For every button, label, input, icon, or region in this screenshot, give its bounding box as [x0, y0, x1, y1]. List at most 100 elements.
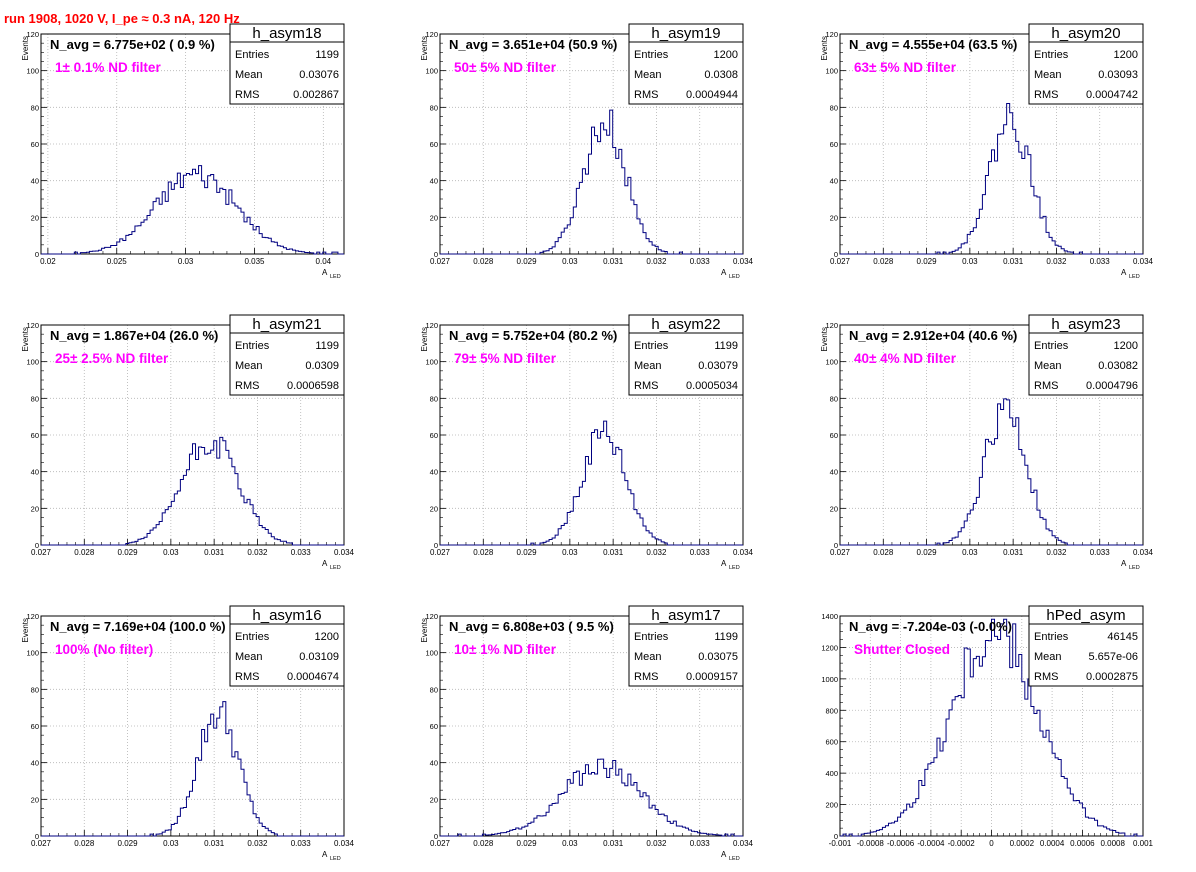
y-tick-label: 120	[26, 321, 39, 330]
y-tick-label: 100	[825, 358, 838, 367]
y-tick-label: 1200	[821, 643, 838, 652]
stats-value: 1200	[714, 49, 738, 61]
x-tick-label: 0.029	[917, 548, 938, 557]
stats-label: Mean	[634, 69, 662, 81]
histogram-panel: 0.027 0.028 0.029 0.03 0.031 0.032 0.033 0.034 0…	[21, 314, 355, 571]
navg-label: N_avg = 7.169e+04 (100.0 %)	[50, 619, 226, 634]
stats-label: Mean	[235, 360, 263, 372]
y-tick-label: 60	[430, 431, 438, 440]
y-tick-label: 60	[830, 140, 838, 149]
x-tick-label: 0.03	[163, 548, 179, 557]
stats-value: 0.0009157	[686, 671, 738, 683]
x-tick-label: 0.029	[517, 548, 538, 557]
histogram-panel: 0.02 0.025 0.03 0.035 0.04 0 20 40 60 80 100 120Eve…	[21, 23, 345, 280]
x-tick-label: 0.034	[733, 548, 754, 557]
y-tick-label: 0	[434, 541, 438, 550]
histogram-name: h_asym17	[651, 607, 720, 624]
x-tick-label: 0.027	[830, 257, 851, 266]
y-tick-label: 100	[425, 649, 438, 658]
stats-box	[628, 41, 744, 105]
stats-label: Entries	[1034, 49, 1069, 61]
y-tick-label: 100	[26, 358, 39, 367]
x-tick-label: 0.033	[690, 548, 711, 557]
stats-value: 1200	[1114, 49, 1138, 61]
y-tick-label: 60	[430, 140, 438, 149]
x-tick-label: 0.028	[473, 839, 494, 848]
y-tick-label: 60	[31, 722, 39, 731]
x-axis-title: A	[721, 850, 727, 859]
histogram-name: h_asym18	[252, 25, 321, 42]
x-axis-title: A	[1121, 559, 1127, 568]
y-tick-label: 80	[430, 394, 438, 403]
y-tick-label: 100	[825, 67, 838, 76]
histogram-panel: -0.001 -0.0008 -0.0006 -0.0004 -0.0002 0 0.000…	[821, 605, 1154, 848]
filter-annotation: 100% (No filter)	[55, 642, 153, 657]
stats-box	[628, 623, 744, 687]
x-tick-label: 0.033	[1090, 548, 1111, 557]
y-tick-label: 80	[430, 685, 438, 694]
page-title: run 1908, 1020 V, I_pe ≈ 0.3 nA, 120 Hz	[4, 11, 240, 26]
navg-label: N_avg = -7.204e-03 (-0.0%)	[849, 619, 1012, 634]
stats-label: RMS	[1034, 671, 1058, 683]
x-tick-label: 0.025	[107, 257, 128, 266]
y-tick-label: 0	[834, 832, 838, 841]
x-tick-label: 0.027	[430, 257, 451, 266]
filter-annotation: 40± 4% ND filter	[854, 351, 957, 366]
y-tick-label: 100	[26, 67, 39, 76]
y-axis-title: Events	[21, 36, 30, 60]
x-tick-label: 0.034	[733, 257, 754, 266]
y-tick-label: 0	[834, 541, 838, 550]
stats-value: 0.0005034	[686, 380, 738, 392]
histogram-curve	[41, 701, 344, 837]
x-tick-label: 0.03	[562, 548, 578, 557]
x-tick-label: 0.03	[562, 839, 578, 848]
y-axis-title: Events	[420, 327, 429, 351]
y-tick-label: 800	[825, 706, 838, 715]
y-tick-label: 20	[31, 213, 39, 222]
stats-value: 0.0004944	[686, 89, 738, 101]
x-axis-title-subscript: LED	[330, 274, 341, 280]
stats-box	[1028, 41, 1144, 105]
histogram-name: h_asym22	[651, 316, 720, 333]
x-tick-label: 0.027	[31, 548, 52, 557]
y-tick-label: 0	[834, 250, 838, 259]
stats-value: 0.0308	[704, 69, 738, 81]
histogram-curve	[840, 398, 1143, 546]
y-tick-label: 20	[31, 504, 39, 513]
x-tick-label: 0.04	[316, 257, 332, 266]
y-tick-label: 120	[425, 30, 438, 39]
y-tick-label: 80	[430, 103, 438, 112]
y-tick-label: 40	[430, 177, 438, 186]
x-axis-title: A	[1121, 268, 1127, 277]
x-tick-label: 0.032	[247, 548, 268, 557]
histogram-name: hPed_asym	[1046, 607, 1125, 624]
x-tick-label: 0.034	[733, 839, 754, 848]
x-tick-label: 0.031	[603, 257, 624, 266]
navg-label: N_avg = 6.808e+03 ( 9.5 %)	[449, 619, 614, 634]
stats-value: 0.0004674	[287, 671, 339, 683]
x-tick-label: 0.027	[830, 548, 851, 557]
x-tick-label: 0.032	[646, 257, 667, 266]
x-tick-label: 0.031	[603, 548, 624, 557]
stats-label: Mean	[634, 651, 662, 663]
stats-box	[628, 332, 744, 396]
stats-label: Entries	[235, 49, 270, 61]
x-tick-label: 0.035	[244, 257, 265, 266]
x-axis-title-subscript: LED	[1129, 274, 1140, 280]
x-tick-label: 0.029	[917, 257, 938, 266]
y-tick-label: 40	[31, 759, 39, 768]
stats-label: RMS	[235, 671, 259, 683]
x-tick-label: 0.034	[1133, 548, 1154, 557]
x-tick-label: 0.0006	[1070, 839, 1095, 848]
x-axis-title: A	[322, 559, 328, 568]
stats-value: 0.03082	[1098, 360, 1138, 372]
y-tick-label: 20	[430, 795, 438, 804]
histogram-name: h_asym23	[1051, 316, 1120, 333]
y-tick-label: 20	[430, 213, 438, 222]
stats-value: 0.03076	[299, 69, 339, 81]
stats-value: 1199	[714, 631, 738, 643]
y-axis-title: Events	[820, 36, 829, 60]
stats-value: 0.0004742	[1086, 89, 1138, 101]
x-tick-label: 0.033	[1090, 257, 1111, 266]
stats-label: Entries	[634, 340, 669, 352]
